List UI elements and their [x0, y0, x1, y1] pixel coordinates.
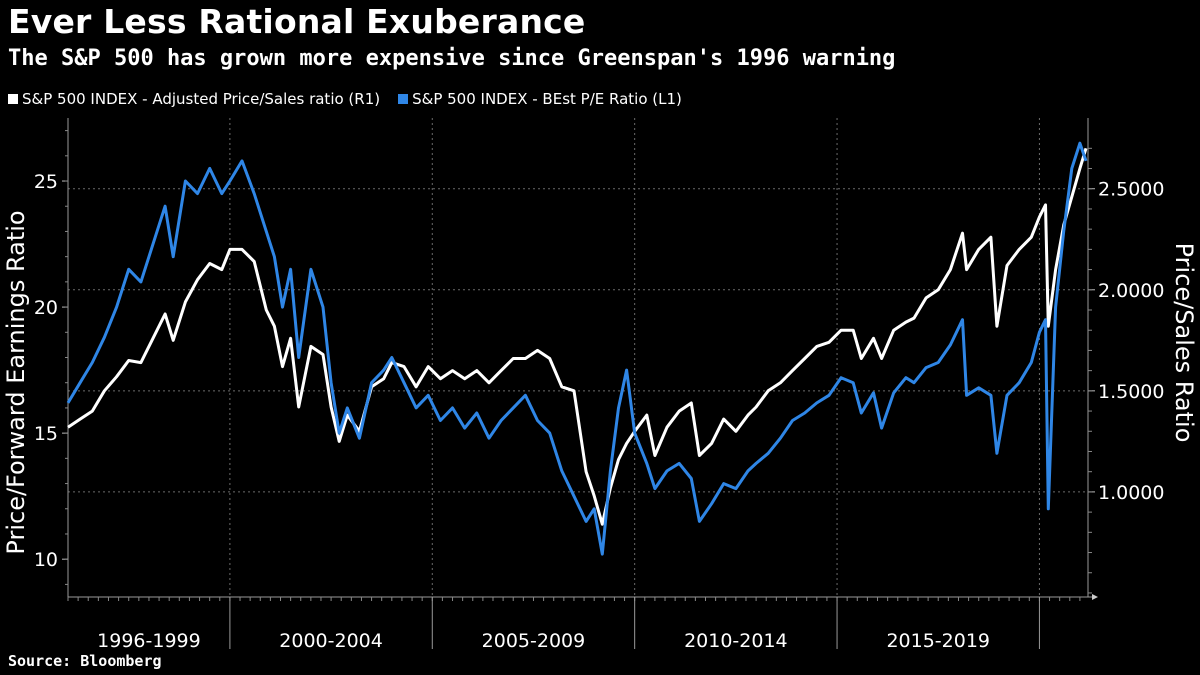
- left-axis-tick-label: 10: [34, 549, 58, 571]
- source-note: Source: Bloomberg: [8, 652, 162, 670]
- right-axis-tick-label: 1.0000: [1098, 482, 1164, 504]
- left-axis-tick-label: 20: [34, 297, 58, 319]
- legend-label-pe-ratio: S&P 500 INDEX - BEst P/E Ratio (L1): [412, 90, 682, 108]
- legend-swatch-price-sales: [8, 94, 18, 104]
- x-axis-period-label: 2005-2009: [482, 630, 586, 652]
- legend-label-price-sales: S&P 500 INDEX - Adjusted Price/Sales rat…: [22, 90, 381, 108]
- chart-legend: S&P 500 INDEX - Adjusted Price/Sales rat…: [8, 90, 682, 108]
- chart-subtitle: The S&P 500 has grown more expensive sin…: [8, 46, 896, 71]
- x-axis-period-label: 2010-2014: [684, 630, 788, 652]
- right-axis-tick-label: 2.0000: [1098, 280, 1164, 302]
- series-line-price-sales: [67, 147, 1088, 526]
- legend-item-pe-ratio: S&P 500 INDEX - BEst P/E Ratio (L1): [398, 90, 682, 108]
- right-axis-tick-label: 1.5000: [1098, 381, 1164, 403]
- legend-item-price-sales: S&P 500 INDEX - Adjusted Price/Sales rat…: [8, 90, 380, 108]
- right-axis-tick-label: 2.5000: [1098, 179, 1164, 201]
- x-axis-period-label: 2000-2004: [279, 630, 383, 652]
- x-axis-arrow: [1092, 594, 1098, 600]
- right-axis-title: Price/Sales Ratio: [1170, 243, 1198, 443]
- chart-title: Ever Less Rational Exuberance: [8, 2, 586, 41]
- x-axis-period-label: 1996-1999: [97, 630, 201, 652]
- x-axis-period-label: 2015-2019: [886, 630, 990, 652]
- legend-swatch-pe-ratio: [398, 94, 409, 104]
- left-axis-tick-label: 15: [34, 423, 58, 445]
- series-line-pe-ratio: [66, 141, 1088, 556]
- left-axis-title: Price/Forward Earnings Ratio: [2, 210, 30, 554]
- left-axis-tick-label: 25: [34, 171, 58, 193]
